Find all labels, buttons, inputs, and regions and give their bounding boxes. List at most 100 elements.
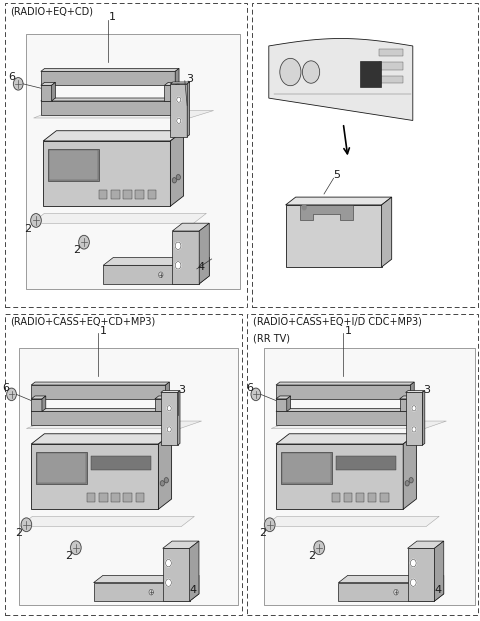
Polygon shape	[382, 197, 392, 267]
Text: 1: 1	[100, 326, 107, 336]
Polygon shape	[286, 197, 392, 205]
Polygon shape	[276, 412, 410, 425]
Polygon shape	[400, 396, 414, 399]
Circle shape	[302, 61, 320, 83]
Polygon shape	[300, 205, 353, 220]
Polygon shape	[434, 541, 444, 601]
Polygon shape	[276, 385, 410, 399]
Polygon shape	[41, 68, 179, 71]
Polygon shape	[172, 223, 209, 231]
Bar	[336, 456, 396, 470]
Polygon shape	[103, 265, 199, 284]
Polygon shape	[276, 396, 290, 399]
Text: 2: 2	[65, 551, 72, 561]
Bar	[332, 493, 340, 502]
Circle shape	[79, 235, 89, 249]
Polygon shape	[41, 83, 55, 85]
Polygon shape	[31, 412, 166, 425]
Circle shape	[167, 406, 171, 411]
Polygon shape	[34, 111, 214, 118]
Polygon shape	[19, 517, 194, 527]
Circle shape	[251, 388, 261, 401]
Bar	[37, 453, 86, 483]
Polygon shape	[400, 399, 410, 412]
Circle shape	[177, 118, 181, 124]
Text: 6: 6	[2, 383, 9, 392]
Polygon shape	[406, 392, 422, 445]
Text: 2: 2	[24, 224, 31, 233]
Polygon shape	[26, 421, 202, 428]
Circle shape	[164, 478, 168, 483]
Bar	[5, 314, 242, 615]
Polygon shape	[406, 391, 425, 392]
Polygon shape	[166, 396, 169, 412]
Text: 5: 5	[334, 170, 340, 180]
Polygon shape	[276, 444, 403, 509]
Polygon shape	[31, 214, 206, 224]
Polygon shape	[276, 433, 416, 444]
Bar	[281, 452, 332, 484]
Polygon shape	[178, 391, 180, 445]
Circle shape	[158, 272, 163, 278]
Polygon shape	[276, 409, 414, 412]
Bar	[91, 456, 151, 470]
Polygon shape	[166, 409, 169, 425]
Circle shape	[176, 175, 180, 180]
Circle shape	[7, 388, 16, 401]
Bar	[99, 190, 108, 199]
Polygon shape	[41, 71, 175, 85]
Polygon shape	[175, 98, 179, 115]
Bar	[26, 34, 240, 289]
Polygon shape	[199, 223, 209, 284]
Circle shape	[13, 78, 23, 90]
Circle shape	[412, 427, 416, 432]
Bar	[356, 493, 364, 502]
Bar	[99, 493, 108, 502]
Polygon shape	[338, 576, 444, 582]
Circle shape	[412, 406, 416, 411]
Text: 4: 4	[435, 585, 442, 595]
Polygon shape	[155, 396, 169, 399]
Polygon shape	[31, 382, 169, 385]
Circle shape	[410, 579, 416, 586]
Polygon shape	[103, 258, 209, 265]
Polygon shape	[172, 231, 199, 284]
Circle shape	[177, 97, 181, 102]
Polygon shape	[166, 382, 169, 399]
Circle shape	[175, 242, 181, 250]
Bar	[123, 190, 132, 199]
Text: 6: 6	[247, 383, 253, 392]
Bar	[5, 3, 247, 307]
Circle shape	[172, 178, 176, 183]
Polygon shape	[43, 141, 170, 206]
Bar	[111, 493, 120, 502]
Text: (RADIO+EQ+CD): (RADIO+EQ+CD)	[11, 6, 94, 16]
Polygon shape	[42, 396, 46, 412]
Polygon shape	[94, 582, 190, 601]
Bar	[135, 190, 144, 199]
Circle shape	[166, 579, 171, 586]
Polygon shape	[170, 131, 183, 206]
Bar	[379, 49, 403, 57]
Polygon shape	[408, 548, 434, 601]
Circle shape	[409, 478, 413, 483]
Circle shape	[149, 589, 154, 595]
Bar	[48, 149, 99, 181]
Polygon shape	[264, 517, 439, 527]
Circle shape	[167, 427, 171, 432]
Bar	[264, 348, 475, 605]
Bar	[368, 493, 376, 502]
Polygon shape	[31, 396, 46, 399]
Polygon shape	[31, 399, 42, 412]
Polygon shape	[51, 83, 55, 101]
Polygon shape	[276, 382, 414, 385]
Polygon shape	[434, 576, 444, 601]
Circle shape	[71, 541, 81, 555]
Polygon shape	[31, 385, 166, 399]
Text: 1: 1	[345, 326, 351, 336]
Polygon shape	[175, 68, 179, 85]
Bar	[87, 493, 96, 502]
Polygon shape	[338, 582, 434, 601]
Polygon shape	[199, 258, 209, 284]
Circle shape	[31, 214, 41, 227]
